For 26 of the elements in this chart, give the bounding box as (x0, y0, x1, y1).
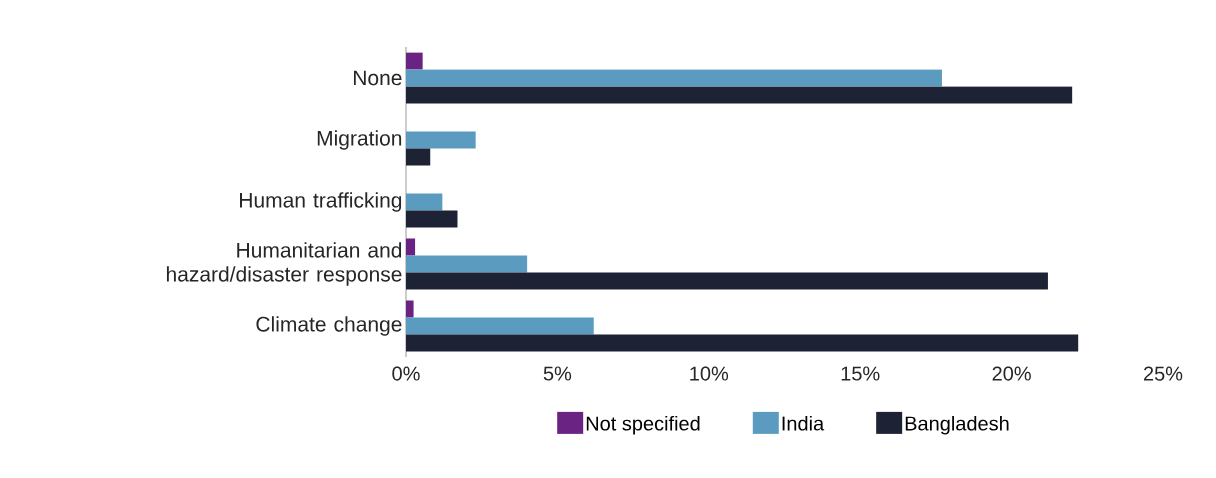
y-tick-label: Climate change (256, 316, 402, 336)
bar (406, 334, 1079, 352)
x-tick-label: 20% (992, 366, 1031, 381)
x-tick-label: 10% (690, 366, 729, 381)
x-tick-label: 15% (841, 366, 880, 381)
bar (406, 86, 1073, 104)
x-tick-label: 25% (1143, 366, 1183, 381)
legend-label: Bangladesh (905, 415, 1009, 435)
bar (406, 52, 423, 70)
bar (406, 69, 942, 87)
bar (406, 210, 458, 228)
y-tick-label: Migration (317, 130, 402, 150)
bar (406, 272, 1048, 290)
x-tick-label: 0% (392, 366, 420, 381)
bar (406, 300, 414, 318)
bar (406, 148, 431, 166)
bar (406, 131, 476, 149)
bar (406, 255, 528, 273)
y-tick-label: Humanitarian and hazard/disaster response (166, 242, 402, 286)
y-tick-label: Human trafficking (240, 192, 402, 212)
y-tick-label: None (353, 70, 402, 86)
legend-label: India (782, 415, 825, 431)
x-tick-label: 5% (543, 366, 572, 381)
bar (406, 193, 443, 211)
legend-label: Not specified (586, 415, 700, 435)
bar (406, 317, 594, 335)
